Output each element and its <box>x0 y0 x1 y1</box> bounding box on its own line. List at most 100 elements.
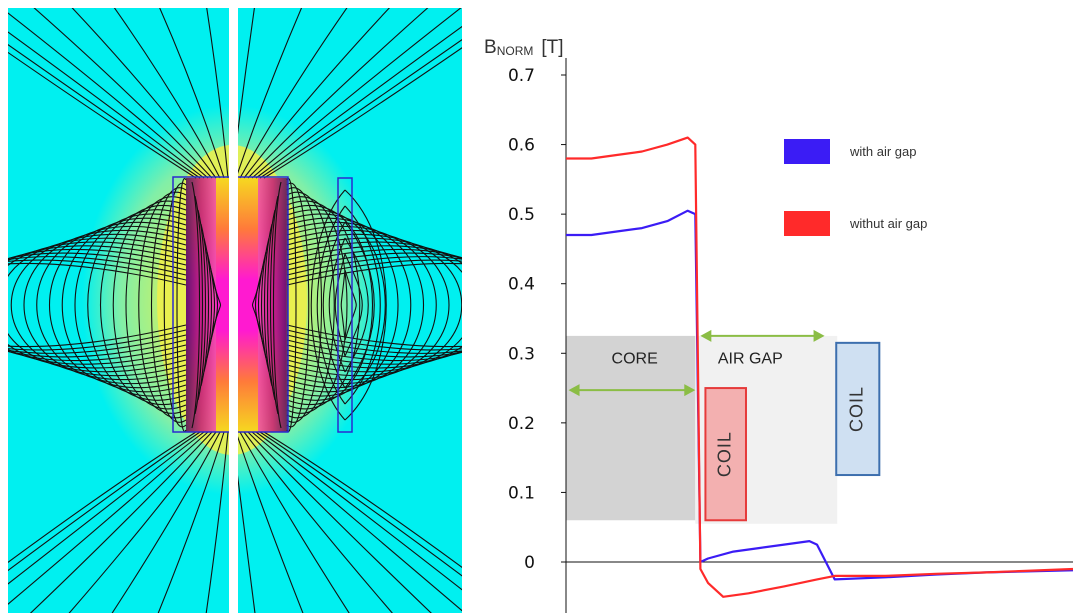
map-left-margin <box>0 0 8 613</box>
field-line <box>23 229 187 381</box>
field-line <box>206 251 215 359</box>
field-line <box>8 44 201 179</box>
field-line <box>286 259 462 351</box>
field-line <box>8 241 187 369</box>
air-gap-label: AIR GAP <box>718 351 783 368</box>
field-line <box>286 249 462 361</box>
field-line <box>8 431 209 605</box>
field-line <box>209 265 219 345</box>
y-tick-label: 0.2 <box>508 414 535 434</box>
coil-label: COIL <box>847 386 867 432</box>
field-line <box>111 431 221 613</box>
field-line <box>8 249 187 361</box>
field-line <box>100 205 187 405</box>
field-line <box>8 252 187 358</box>
field-line <box>316 205 346 405</box>
field-line <box>125 196 187 414</box>
field-line <box>328 237 346 373</box>
field-line <box>269 195 279 415</box>
y-tick-label: 0.3 <box>508 344 535 364</box>
field-line <box>113 8 221 179</box>
field-line <box>191 181 201 429</box>
field-line <box>176 178 187 432</box>
field-line <box>239 8 348 179</box>
field-line <box>272 181 282 429</box>
field-line <box>212 279 221 331</box>
field-line <box>36 225 187 385</box>
field-line <box>203 237 213 373</box>
legend-label: with air gap <box>849 144 916 159</box>
chart-annotations: COIL COIL CORE AIR GAP <box>568 329 881 522</box>
field-line <box>29 431 213 613</box>
outer-coil-outline <box>337 177 353 433</box>
field-line <box>286 225 437 385</box>
field-line <box>8 237 187 373</box>
chart-series <box>566 136 1073 598</box>
field-line <box>197 209 207 401</box>
field-line <box>286 200 361 410</box>
field-line <box>194 195 204 415</box>
field-line <box>263 47 462 179</box>
field-line <box>205 431 229 613</box>
field-line <box>286 178 297 432</box>
legend-swatch <box>784 139 830 164</box>
chart-legend: with air gap withut air gap <box>784 139 927 236</box>
core-label: CORE <box>612 351 658 368</box>
legend-swatch <box>784 211 830 236</box>
field-line <box>255 431 462 591</box>
field-line <box>254 265 264 345</box>
field-line <box>286 209 386 401</box>
field-line <box>259 431 462 577</box>
field-line <box>235 431 304 613</box>
field-line <box>251 431 462 612</box>
field-line <box>61 217 187 393</box>
field-line <box>286 263 462 347</box>
field-line <box>8 431 205 585</box>
series-line-with-air-gap <box>566 209 1073 581</box>
field-line <box>340 269 346 341</box>
field-line <box>286 217 412 393</box>
field-line <box>344 205 381 405</box>
field-line <box>286 233 462 377</box>
field-line <box>344 189 387 421</box>
chart-regions <box>566 335 838 524</box>
core-region <box>566 335 696 521</box>
field-line <box>286 229 450 381</box>
field-line <box>8 31 205 179</box>
field-line <box>259 39 462 179</box>
field-line <box>322 221 346 389</box>
field-line <box>74 213 187 397</box>
field-line <box>344 237 369 373</box>
chart-axes: 0 0.1 0.2 0.3 0.4 0.5 0.6 0.7 <box>508 58 1073 613</box>
field-line <box>8 12 209 179</box>
field-line <box>255 25 462 179</box>
air-gap-span-arrow <box>700 329 825 342</box>
y-tick-label: 0 <box>524 553 535 573</box>
field-line <box>243 8 390 179</box>
y-axis-title: BNORM [T] <box>484 37 564 58</box>
core-span-arrow <box>568 384 696 397</box>
coil-box-blue <box>835 341 881 477</box>
field-line <box>8 263 187 347</box>
field-line <box>310 189 346 421</box>
field-line <box>71 8 217 179</box>
y-axis-title-unit: [T] <box>541 37 563 58</box>
field-line <box>286 222 425 388</box>
field-line <box>286 241 462 369</box>
field-line <box>8 256 187 354</box>
air-gap-divider <box>229 0 238 613</box>
field-line <box>344 221 375 389</box>
field-line <box>258 251 267 359</box>
field-line <box>263 431 462 568</box>
field-line <box>260 237 270 373</box>
coil-box-red <box>704 387 747 522</box>
field-line <box>10 233 187 377</box>
field-line <box>235 8 303 179</box>
field-line <box>247 431 432 613</box>
field-line <box>266 209 276 401</box>
field-line <box>8 259 187 351</box>
field-line <box>157 431 225 613</box>
field-map <box>0 0 462 613</box>
field-line <box>286 196 348 414</box>
field-line <box>334 253 346 357</box>
